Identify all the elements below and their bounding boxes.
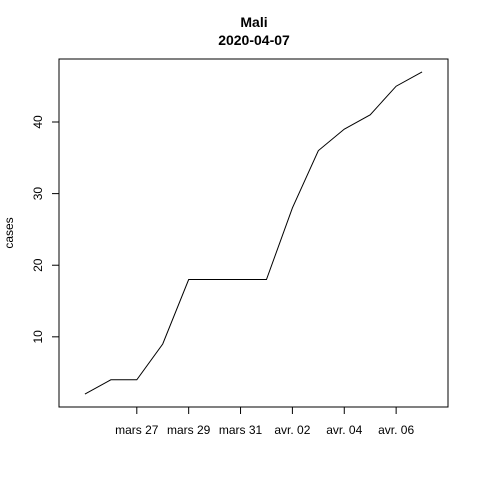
x-tick-label: mars 29 [167,423,211,437]
x-tick-label: avr. 02 [274,423,310,437]
chart-title: Mali [240,14,267,30]
series-group [84,71,423,395]
y-axis: 10 20 30 40 [31,115,60,344]
series-line [84,71,423,395]
y-tick-label: 40 [31,115,45,129]
y-tick-label: 10 [31,330,45,344]
y-axis-label: cases [2,217,16,248]
x-tick-label: avr. 04 [326,423,362,437]
chart-subtitle: 2020-04-07 [218,32,290,48]
x-tick-label: mars 27 [115,423,159,437]
x-axis: mars 27 mars 29 mars 31 avr. 02 avr. 04 avr. … [115,406,414,437]
x-tick-label: mars 31 [219,423,263,437]
y-tick-label: 30 [31,187,45,201]
y-tick-label: 20 [31,258,45,272]
x-tick-label: avr. 06 [378,423,414,437]
plot-frame [58,58,449,408]
